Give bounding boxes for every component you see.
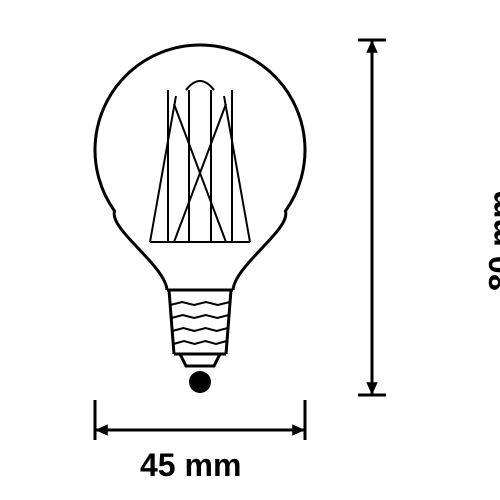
width-dimension-label: 45 mm [140, 447, 241, 484]
bulb-diagram [0, 0, 500, 500]
contact-tip [189, 371, 211, 393]
height-dimension-label: 80 mm [482, 190, 500, 291]
